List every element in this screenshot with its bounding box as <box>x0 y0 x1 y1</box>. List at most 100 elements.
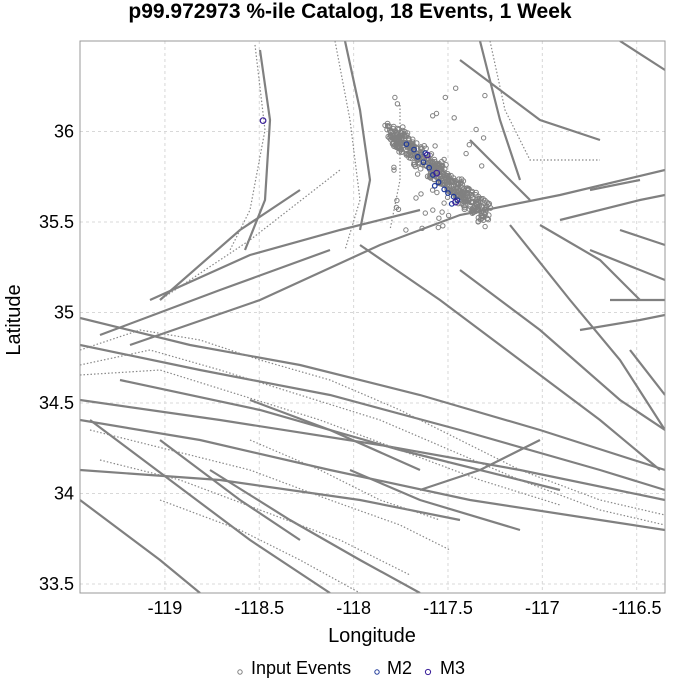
event-m2 <box>435 179 442 186</box>
input-event <box>435 224 441 231</box>
input-event <box>440 223 446 229</box>
event-m2 <box>414 153 421 160</box>
fault-trace <box>129 168 665 347</box>
legend-label-m2: M2 <box>387 658 412 678</box>
input-event <box>437 162 443 169</box>
fault-trace <box>459 269 665 431</box>
input-event <box>485 216 492 223</box>
input-event <box>478 210 485 217</box>
fault-lines <box>80 41 665 593</box>
input-event <box>430 113 436 119</box>
input-event <box>461 206 468 213</box>
input-event <box>391 136 397 143</box>
input-event <box>403 227 409 233</box>
input-event <box>421 143 428 149</box>
input-event <box>391 143 397 150</box>
input-event <box>466 142 472 148</box>
x-tick-label: -116.5 <box>612 598 662 618</box>
input-event <box>455 181 462 188</box>
input-event <box>432 143 438 149</box>
fault-zone <box>249 439 441 521</box>
input-event <box>392 94 398 101</box>
input-event <box>445 212 452 219</box>
input-event <box>418 191 424 197</box>
event-m2 <box>441 186 448 193</box>
input-event <box>479 163 485 169</box>
input-event <box>394 101 401 107</box>
input-event <box>441 156 447 163</box>
x-tick-label: -118.5 <box>234 598 284 618</box>
input-event <box>430 207 436 213</box>
legend-label-input-events: Input Events <box>251 658 351 678</box>
fault-trace <box>209 469 421 593</box>
input-events <box>382 85 494 233</box>
input-event <box>438 165 445 172</box>
y-axis-ticks: 33.5 34 34.5 35 35.5 36 <box>39 121 74 593</box>
input-event <box>480 135 487 141</box>
input-event <box>464 186 471 193</box>
input-event <box>397 140 403 146</box>
fault-trace <box>459 59 601 142</box>
input-event <box>411 160 417 166</box>
input-event <box>485 201 492 208</box>
fault-trace <box>149 208 421 302</box>
fault-trace <box>80 499 201 593</box>
y-tick-label: 33.5 <box>39 574 74 594</box>
x-tick-label: -119 <box>148 598 183 618</box>
input-event <box>433 110 440 117</box>
input-event <box>478 213 485 220</box>
fault-trace <box>343 41 372 231</box>
fault-trace <box>80 316 665 472</box>
input-event <box>441 200 447 206</box>
event-m2 <box>403 141 410 148</box>
input-event <box>460 178 467 184</box>
input-event <box>397 133 404 140</box>
event-m3 <box>259 117 267 125</box>
event-m2 <box>420 159 427 166</box>
fault-trace <box>80 418 665 532</box>
fault-trace <box>589 178 641 192</box>
fault-zone <box>489 41 600 161</box>
input-event <box>439 209 445 215</box>
y-tick-label: 35.5 <box>39 212 74 232</box>
y-tick-label: 34 <box>54 483 74 503</box>
input-event <box>450 175 457 182</box>
legend-marker-input-events <box>237 669 243 675</box>
input-event <box>428 151 435 157</box>
fault-trace <box>589 248 665 282</box>
input-event <box>387 132 394 139</box>
event-m3 <box>452 198 459 206</box>
fault-trace <box>80 468 461 522</box>
input-event <box>398 146 405 153</box>
magnitude-events <box>259 117 461 207</box>
fault-trace <box>619 228 665 247</box>
grid-lines <box>80 41 665 593</box>
input-event <box>453 188 459 194</box>
event-m2 <box>454 197 461 204</box>
input-event <box>427 152 434 159</box>
input-event <box>474 206 481 212</box>
fault-trace <box>80 343 665 492</box>
event-m2 <box>445 190 451 196</box>
input-event <box>429 166 435 172</box>
input-event <box>482 223 488 230</box>
input-event <box>463 150 469 157</box>
input-event <box>399 135 406 141</box>
input-event <box>453 85 459 91</box>
fault-trace <box>349 468 521 532</box>
fault-trace <box>559 193 665 222</box>
input-event <box>415 157 421 164</box>
fault-trace <box>89 419 331 593</box>
event-m2 <box>411 146 417 153</box>
input-event <box>482 92 488 99</box>
input-event <box>411 161 417 168</box>
y-axis-label: Latitude <box>3 284 25 355</box>
fault-zone <box>229 44 266 251</box>
y-tick-label: 35 <box>54 302 74 322</box>
input-event <box>459 184 465 191</box>
fault-trace <box>419 439 541 492</box>
input-event <box>475 219 481 225</box>
event-m2 <box>431 182 438 189</box>
event-m2 <box>426 164 433 171</box>
input-event <box>409 136 416 143</box>
